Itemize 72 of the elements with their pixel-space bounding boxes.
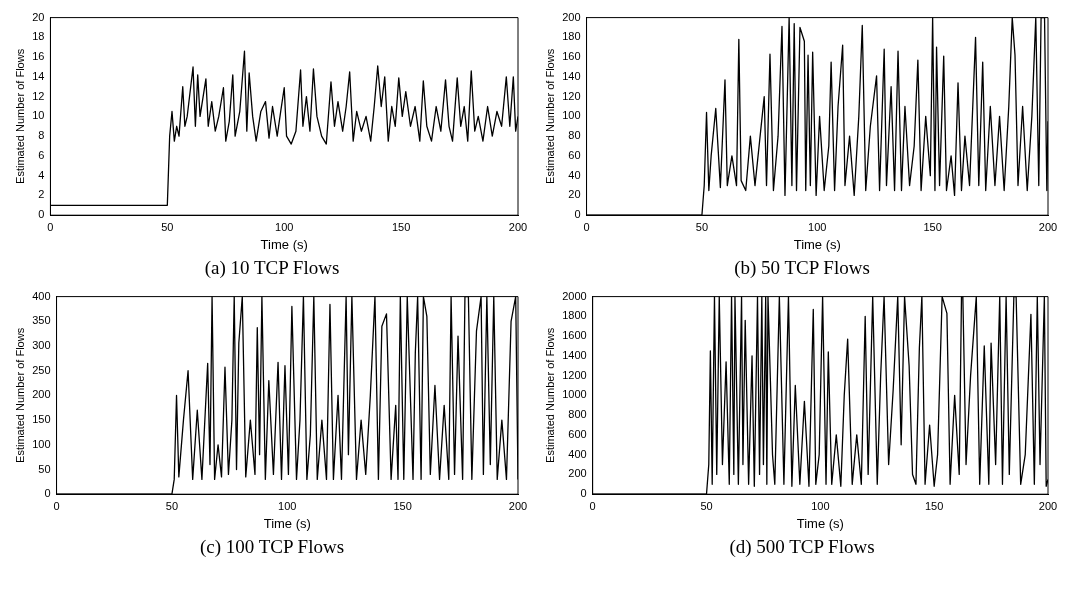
y-tick-label: 6 [38, 148, 45, 161]
y-tick-label: 0 [574, 208, 581, 221]
text: (a) 10 TCP Flows [204, 257, 340, 279]
x-axis-title: Time (s) [796, 515, 844, 531]
x-tick-label: 150 [393, 499, 412, 512]
y-tick-label: 200 [568, 467, 587, 480]
y-tick-label: 8 [38, 129, 45, 142]
y-tick-label: 1200 [562, 368, 587, 381]
y-tick-label: 400 [32, 289, 51, 302]
y-tick-label: 200 [32, 388, 51, 401]
y-tick-label: 250 [32, 363, 51, 376]
y-axis-title: Estimated Number of Flows [13, 327, 26, 463]
x-axis-title: Time (s) [260, 236, 308, 252]
y-axis-title: Estimated Number of Flows [13, 48, 26, 184]
x-tick-label: 50 [161, 220, 174, 233]
y-tick-label: 14 [32, 69, 45, 82]
y-tick-label: 12 [32, 89, 45, 102]
x-tick-label: 0 [589, 499, 596, 512]
x-tick-label: 150 [923, 220, 942, 233]
y-tick-label: 1000 [562, 388, 587, 401]
y-tick-label: 10 [32, 109, 45, 122]
y-tick-label: 120 [562, 89, 581, 102]
x-tick-label: 200 [508, 220, 528, 233]
y-tick-label: 0 [44, 487, 51, 500]
x-tick-label: 100 [808, 220, 827, 233]
y-tick-label: 2000 [562, 289, 587, 302]
y-tick-label: 20 [32, 10, 45, 23]
y-tick-label: 50 [38, 462, 51, 475]
y-tick-label: 16 [32, 50, 45, 63]
y-tick-label: 60 [568, 148, 581, 161]
y-tick-label: 300 [32, 339, 51, 352]
x-tick-label: 100 [278, 499, 297, 512]
y-tick-label: 1800 [562, 309, 587, 322]
y-tick-label: 80 [568, 129, 581, 142]
x-tick-label: 50 [165, 499, 179, 512]
y-tick-label: 140 [562, 69, 581, 82]
y-tick-label: 350 [32, 314, 51, 327]
y-tick-label: 160 [562, 50, 581, 63]
y-tick-label: 1600 [562, 329, 587, 342]
x-tick-label: 100 [811, 499, 830, 512]
y-tick-label: 150 [32, 413, 51, 426]
x-tick-label: 50 [700, 499, 713, 512]
x-axis-title: Time (s) [263, 515, 311, 531]
x-tick-label: 200 [508, 499, 528, 512]
x-tick-label: 100 [275, 220, 294, 233]
x-tick-label: 200 [1038, 499, 1058, 512]
x-axis-title: Time (s) [793, 236, 841, 252]
y-tick-label: 600 [568, 427, 587, 440]
y-tick-label: 1400 [562, 348, 587, 361]
text: (d) 500 TCP Flows [729, 536, 875, 558]
y-tick-label: 180 [562, 30, 581, 43]
y-tick-label: 800 [568, 408, 587, 421]
y-tick-label: 0 [580, 487, 587, 500]
y-tick-label: 4 [38, 168, 45, 181]
x-tick-label: 200 [1038, 220, 1058, 233]
y-tick-label: 18 [32, 30, 45, 43]
x-tick-label: 150 [924, 499, 944, 512]
y-tick-label: 40 [568, 168, 581, 181]
x-tick-label: 150 [391, 220, 411, 233]
y-axis-title: Estimated Number of Flows [543, 327, 556, 463]
text: (b) 50 TCP Flows [734, 257, 870, 279]
y-tick-label: 400 [568, 447, 587, 460]
y-tick-label: 200 [562, 10, 581, 23]
x-tick-label: 0 [53, 499, 60, 512]
y-tick-label: 100 [562, 109, 581, 122]
y-tick-label: 100 [32, 437, 51, 450]
y-axis-title: Estimated Number of Flows [543, 48, 556, 184]
y-tick-label: 20 [568, 188, 581, 201]
y-tick-label: 0 [38, 208, 45, 221]
text: (c) 100 TCP Flows [199, 536, 345, 558]
x-tick-label: 50 [695, 220, 709, 233]
y-tick-label: 2 [38, 188, 45, 201]
